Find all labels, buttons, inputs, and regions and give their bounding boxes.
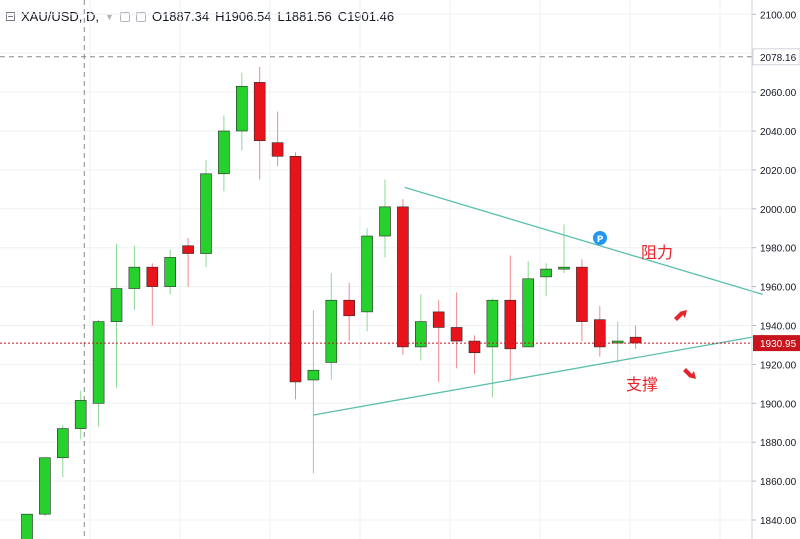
price-axis[interactable]: 1840.00 1860.00 1880.00 1900.00 1920.00 1940.…: [751, 0, 800, 539]
candle-body: [343, 299, 356, 317]
tick-label: 2040.00: [760, 127, 797, 138]
crosshair: [0, 0, 752, 539]
candle-body: [450, 327, 463, 342]
chart-legend: XAU/USD, D, ▼ O1887.34 H1906.54 L1881.56…: [6, 9, 394, 24]
tick-label: 1880.00: [760, 438, 797, 449]
candle-body: [468, 340, 481, 354]
tick-label: 1840.00: [760, 516, 797, 527]
ohlc-high: H1906.54: [215, 9, 272, 24]
candle-body: [74, 400, 87, 429]
tick-label: 1900.00: [760, 399, 797, 410]
crosshair-price-label: 2078.16: [760, 53, 797, 64]
candle-body: [307, 369, 320, 381]
candle-body: [164, 257, 176, 287]
candle-body: [39, 457, 51, 515]
marker-circle: [593, 231, 607, 245]
candle-body: [379, 206, 391, 237]
tick-label: 2020.00: [760, 166, 797, 177]
candle-body: [128, 266, 141, 289]
candle-body: [218, 130, 230, 175]
tick-label: 1920.00: [760, 360, 797, 371]
candle-body: [522, 278, 535, 348]
candle-body: [271, 142, 284, 157]
grid: [0, 0, 752, 539]
candle-body: [593, 319, 606, 348]
candle-body: [92, 321, 105, 404]
ohlc-close: C1901.46: [337, 9, 395, 24]
ohlc-open: O1887.34: [151, 9, 210, 24]
candle-body: [325, 299, 338, 363]
resistance-label: 阻力: [641, 243, 673, 262]
caret-down-icon[interactable]: ▼: [105, 11, 114, 22]
last-price-label: 1930.95: [760, 339, 797, 350]
tick-label: 2060.00: [760, 88, 797, 99]
candle-body: [236, 85, 248, 132]
marker-label: P: [597, 235, 604, 245]
tick-label: 2000.00: [760, 205, 797, 216]
candle-body: [56, 428, 69, 459]
ohlc-low: L1881.56: [277, 9, 332, 24]
candle-body: [558, 266, 570, 270]
symbol-title[interactable]: XAU/USD, D,: [21, 9, 100, 24]
candle-body: [432, 311, 445, 328]
candles: [21, 66, 642, 539]
candle-body: [21, 513, 33, 539]
support-label: 支撑: [626, 375, 658, 394]
collapse-icon[interactable]: [6, 12, 15, 21]
tick-label: 1960.00: [760, 283, 797, 294]
candle-body: [397, 206, 409, 348]
candle-body: [361, 235, 373, 313]
tick-label: 1980.00: [760, 244, 797, 255]
candle-body: [540, 268, 552, 278]
arrow-up-icon: [674, 310, 687, 321]
candle-body: [576, 266, 588, 322]
candle-body: [200, 173, 212, 254]
tick-label: 2100.00: [760, 10, 797, 21]
candle-body: [504, 299, 517, 350]
tick-label: 1940.00: [760, 322, 797, 333]
last-price-box: [753, 335, 800, 352]
settings-icon[interactable]: [119, 11, 130, 22]
trendlines: [313, 186, 763, 416]
arrow-down-icon: [683, 368, 696, 379]
tick-label: 1860.00: [760, 477, 797, 488]
candle-body: [253, 82, 266, 142]
candle-body: [146, 266, 159, 287]
candle-body: [414, 321, 427, 348]
candle-body: [629, 336, 642, 344]
candle-body: [182, 245, 194, 254]
support-line: [313, 334, 763, 416]
candle-body: [486, 299, 499, 348]
candle-body: [289, 155, 302, 383]
hide-icon[interactable]: [135, 11, 146, 22]
crosshair-price-box: [752, 48, 800, 66]
resistance-line: [404, 186, 763, 296]
candle-body: [110, 288, 123, 322]
